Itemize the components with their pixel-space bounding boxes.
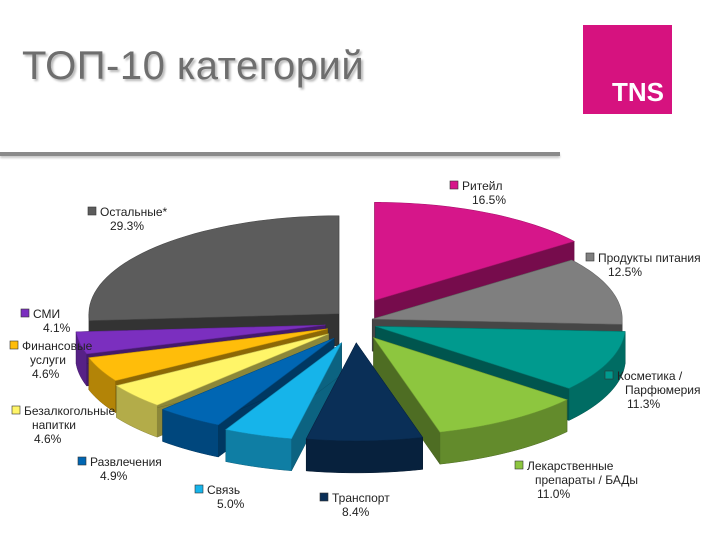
slice-category-label: Продукты питания <box>598 251 701 265</box>
slice-category-label: СМИ <box>33 307 60 321</box>
slice-category-label: Лекарственные <box>527 459 614 473</box>
slice-value-label: 16.5% <box>472 193 506 207</box>
slice-category-label: Транспорт <box>332 491 390 505</box>
pie-slice <box>161 337 335 458</box>
legend-swatch <box>9 340 19 350</box>
slice-category-label: Развлечения <box>90 455 162 469</box>
legend-swatch <box>449 180 459 190</box>
tns-logo: TNS <box>583 25 672 114</box>
pie-slice <box>305 342 424 474</box>
legend-swatch <box>194 484 204 494</box>
legend-swatch <box>604 370 614 380</box>
slice-category-label: напитки <box>32 418 76 432</box>
slice-category-label: препараты / БАДы <box>535 473 638 487</box>
slice-category-label: Остальные* <box>100 205 168 219</box>
legend-swatch <box>585 252 595 262</box>
legend-swatch <box>11 405 21 415</box>
slice-value-label: 4.6% <box>32 367 60 381</box>
slice-value-label: 11.0% <box>537 487 570 501</box>
legend-swatch <box>20 308 30 318</box>
slice-value-label: 8.4% <box>342 505 370 519</box>
slice-value-label: 4.1% <box>43 321 71 335</box>
title-divider <box>0 152 560 156</box>
slice-value-label: 4.6% <box>34 432 62 446</box>
logo-text: TNS <box>612 77 664 107</box>
slice-category-label: Ритейл <box>462 179 502 193</box>
pie-slice <box>225 342 342 472</box>
slide-title: ТОП-10 категорий <box>22 44 365 88</box>
legend-swatch <box>87 206 97 216</box>
slice-label: Остальные*29.3% <box>87 205 168 233</box>
slice-category-label: Косметика / <box>617 369 683 383</box>
slice-category-label: Финансовые <box>22 339 93 353</box>
slice-value-label: 11.3% <box>627 397 660 411</box>
legend-swatch <box>319 492 329 502</box>
slice-value-label: 29.3% <box>110 219 144 233</box>
pie-slice <box>372 336 568 465</box>
slice-category-label: Связь <box>207 483 240 497</box>
slice-category-label: Парфюмерия <box>625 383 701 397</box>
slice-value-label: 12.5% <box>608 265 642 279</box>
slice-value-label: 5.0% <box>217 497 245 511</box>
slice-category-label: услуги <box>30 353 66 367</box>
slice-category-label: Безалкогольные <box>24 404 116 418</box>
legend-swatch <box>514 460 524 470</box>
legend-swatch <box>77 456 87 466</box>
slice-value-label: 4.9% <box>100 469 128 483</box>
